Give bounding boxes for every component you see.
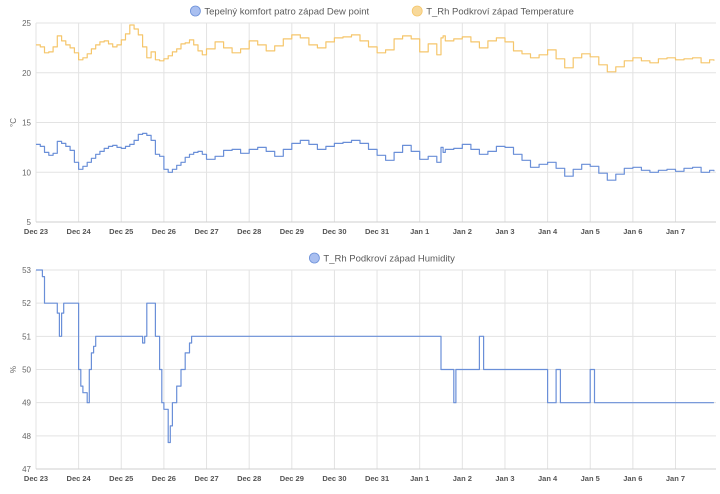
x-tick-label: Dec 27 (194, 227, 218, 236)
y-tick-label: 15 (22, 119, 31, 128)
x-tick-label: Jan 4 (538, 227, 558, 236)
x-tick-label: Jan 2 (453, 474, 472, 483)
x-tick-label: Jan 1 (410, 474, 429, 483)
legend-item[interactable]: Tepelný komfort patro západ Dew point (189, 5, 370, 18)
y-axis-unit: % (9, 366, 18, 373)
x-tick-label: Jan 3 (495, 474, 514, 483)
y-tick-label: 48 (22, 432, 31, 441)
x-tick-label: Dec 29 (280, 227, 304, 236)
x-tick-label: Dec 30 (322, 227, 346, 236)
y-tick-label: 52 (22, 299, 31, 308)
legend-swatch (189, 5, 201, 17)
y-axis-unit: °C (9, 118, 18, 127)
x-tick-label: Dec 25 (109, 474, 133, 483)
legend-label: Tepelný komfort patro západ Dew point (204, 7, 369, 18)
x-tick-label: Dec 24 (67, 227, 92, 236)
legend-item[interactable]: T_Rh Podkroví západ Temperature (411, 5, 574, 18)
y-tick-label: 53 (22, 266, 31, 275)
y-tick-label: 49 (22, 399, 31, 408)
x-tick-label: Dec 28 (237, 227, 261, 236)
y-tick-label: 10 (22, 168, 31, 177)
x-tick-label: Dec 26 (152, 227, 176, 236)
temperature-dewpoint-chart: 5 10 15 20 25 Dec 23 Dec 24 Dec 25 Dec 26 Dec 27 D… (9, 5, 716, 236)
series-line-0[interactable] (36, 132, 715, 181)
x-tick-label: Jan 1 (410, 227, 429, 236)
x-tick-label: Dec 24 (67, 474, 92, 483)
x-tick-label: Dec 23 (24, 474, 48, 483)
x-tick-label: Jan 3 (495, 227, 514, 236)
y-tick-label: 25 (22, 19, 31, 28)
y-tick-label: 51 (22, 332, 31, 341)
x-tick-label: Dec 31 (365, 474, 389, 483)
x-tick-label: Dec 25 (109, 227, 133, 236)
x-tick-label: Dec 30 (322, 474, 346, 483)
y-tick-label: 5 (27, 218, 32, 227)
y-tick-label: 47 (22, 465, 31, 474)
x-tick-label: Jan 5 (581, 227, 600, 236)
legend-item[interactable]: T_Rh Podkroví západ Humidity (308, 252, 455, 265)
humidity-chart: 47 48 49 50 51 52 53 Dec 23 Dec 24 Dec 25 Dec 26 De… (9, 252, 716, 483)
series-line-1[interactable] (36, 24, 715, 73)
x-tick-label: Jan 2 (453, 227, 472, 236)
x-tick-label: Dec 31 (365, 227, 389, 236)
x-tick-label: Jan 6 (623, 474, 642, 483)
legend-swatch (308, 252, 320, 264)
x-tick-label: Jan 7 (666, 227, 685, 236)
x-tick-label: Jan 6 (623, 227, 642, 236)
x-tick-label: Dec 26 (152, 474, 176, 483)
y-tick-label: 50 (22, 366, 31, 375)
x-tick-label: Dec 27 (194, 474, 218, 483)
legend-swatch (411, 5, 423, 17)
series-line-0[interactable] (36, 269, 714, 444)
x-tick-label: Jan 5 (581, 474, 600, 483)
legend-label: T_Rh Podkroví západ Temperature (426, 7, 574, 18)
y-tick-label: 20 (22, 69, 31, 78)
x-tick-label: Dec 28 (237, 474, 261, 483)
x-tick-label: Dec 29 (280, 474, 304, 483)
x-tick-label: Jan 4 (538, 474, 558, 483)
x-tick-label: Dec 23 (24, 227, 48, 236)
legend-label: T_Rh Podkroví západ Humidity (323, 254, 455, 265)
x-tick-label: Jan 7 (666, 474, 685, 483)
